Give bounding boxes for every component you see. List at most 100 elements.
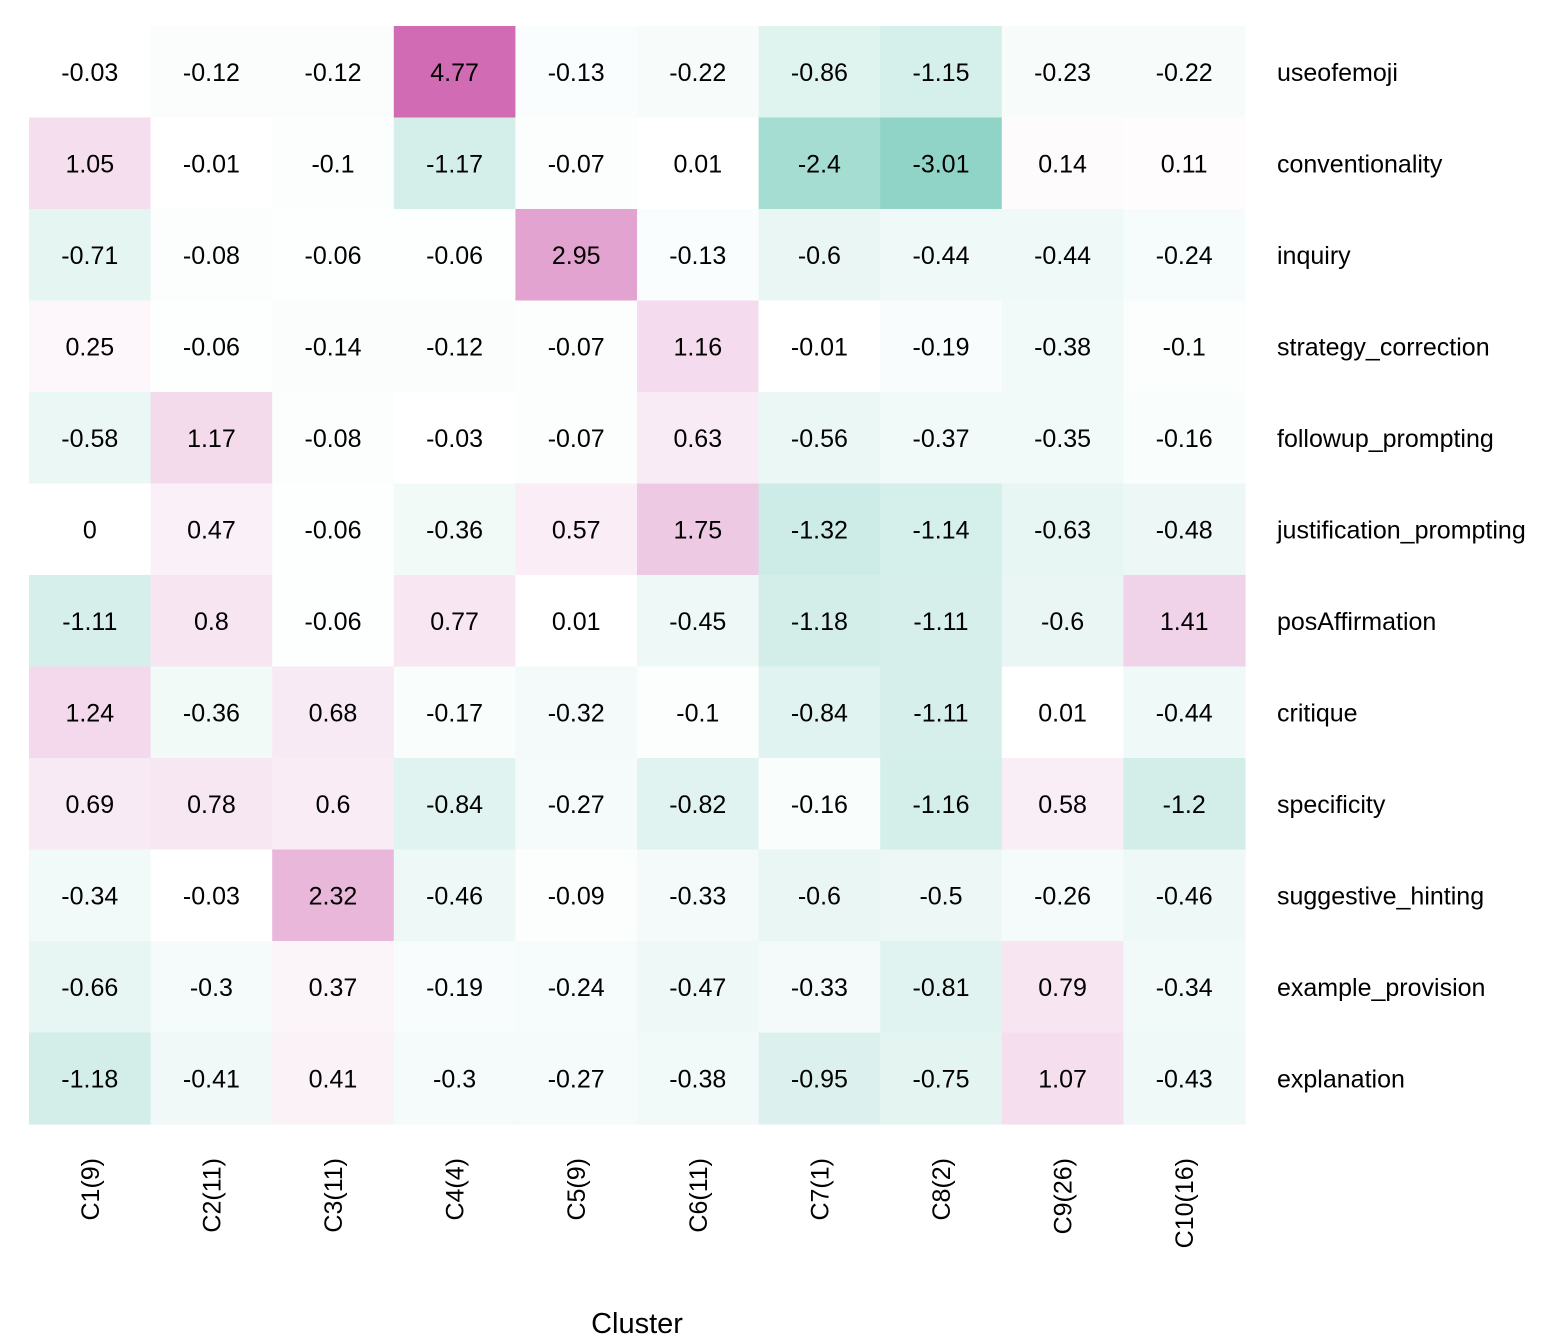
cell-value-label: -0.46 (1156, 882, 1213, 910)
cell-value-label: -1.11 (913, 608, 968, 636)
heatmap-cell (393, 758, 516, 851)
cell-value-label: -1.18 (791, 608, 848, 636)
cell-value-label: 0.77 (430, 608, 479, 636)
row-label: useofemoji (1277, 59, 1398, 87)
cell-value-label: -0.58 (61, 425, 118, 453)
cell-value-label: -0.06 (183, 333, 240, 361)
cell-value-label: -0.6 (798, 242, 841, 270)
cell-value-label: -0.36 (426, 516, 483, 544)
cell-value-label: 2.32 (309, 882, 358, 910)
heatmap-cell (758, 758, 881, 851)
heatmap-cell (1123, 26, 1246, 119)
heatmap-cell (515, 849, 638, 942)
cell-value-label: 1.17 (187, 425, 236, 453)
heatmap-cell (758, 1032, 881, 1125)
heatmap-cell (515, 483, 638, 576)
heatmap-cell (515, 1032, 638, 1125)
heatmap-cell (29, 300, 152, 393)
cell-value-label: -0.1 (1163, 333, 1206, 361)
cell-value-label: 2.95 (552, 242, 601, 270)
heatmap-cell (272, 575, 395, 668)
cell-value-label: -1.16 (913, 791, 970, 819)
cell-value-label: 0.68 (309, 699, 358, 727)
cell-value-label: -1.11 (913, 699, 968, 727)
heatmap-cell (880, 1032, 1003, 1125)
cell-value-label: -0.13 (548, 59, 605, 87)
cell-value-label: -0.27 (548, 1065, 605, 1093)
x-axis-label: Cluster (591, 1308, 683, 1340)
heatmap-cell (272, 117, 395, 210)
cell-value-label: -0.24 (548, 974, 605, 1002)
cell-value-label: -0.33 (791, 974, 848, 1002)
row-label: conventionality (1277, 150, 1443, 178)
cell-value-label: 4.77 (430, 59, 479, 87)
heatmap-cell (758, 300, 881, 393)
heatmap-cell (393, 941, 516, 1034)
heatmap-cell (1001, 666, 1124, 759)
cell-value-label: -0.16 (791, 791, 848, 819)
cell-value-label: 0.14 (1038, 150, 1087, 178)
heatmap-cell (515, 300, 638, 393)
heatmap-cell (272, 209, 395, 302)
heatmap-cell (29, 666, 152, 759)
heatmap-cell (393, 483, 516, 576)
cell-value-label: -0.44 (1156, 699, 1213, 727)
cell-value-label: -0.24 (1156, 242, 1213, 270)
heatmap-cell (1123, 209, 1246, 302)
heatmap-cell (1123, 666, 1246, 759)
heatmap-cell (758, 117, 881, 210)
column-label: C5(9) (563, 1158, 591, 1221)
cell-value-label: -0.06 (426, 242, 483, 270)
cell-value-label: -0.13 (669, 242, 726, 270)
cell-value-label: -0.56 (791, 425, 848, 453)
cell-value-label: -0.17 (426, 699, 483, 727)
cell-value-label: 0.58 (1038, 791, 1087, 819)
cell-value-label: -0.33 (669, 882, 726, 910)
heatmap-cell (1001, 1032, 1124, 1125)
heatmap-cell (637, 575, 760, 668)
row-labels: useofemoji conventionality inquiry strategy… (1276, 59, 1526, 1094)
heatmap-cell (637, 300, 760, 393)
cell-value-label: 0.8 (194, 608, 229, 636)
cell-value-label: -0.27 (548, 791, 605, 819)
heatmap-cell (29, 117, 152, 210)
cell-value-label: 0.6 (316, 791, 351, 819)
cell-value-label: -0.95 (791, 1065, 848, 1093)
heatmap-cell (637, 849, 760, 942)
heatmap-cell (272, 26, 395, 119)
heatmap-cell (637, 666, 760, 759)
column-label: C7(1) (806, 1158, 834, 1221)
heatmap-cell (150, 758, 273, 851)
heatmap-cell (1001, 392, 1124, 485)
cell-value-label: -0.3 (190, 974, 233, 1002)
cell-value-label: -0.84 (791, 699, 848, 727)
heatmap-cell (1123, 300, 1246, 393)
cell-value-label: 0 (83, 516, 97, 544)
cell-value-label: -0.5 (919, 882, 962, 910)
heatmap-cell (880, 758, 1003, 851)
heatmap-cell (758, 575, 881, 668)
cell-value-label: -0.63 (1034, 516, 1091, 544)
heatmap-cell (637, 941, 760, 1034)
heatmap-cell (515, 575, 638, 668)
cell-value-label: -0.26 (1034, 882, 1091, 910)
heatmap-cell (393, 575, 516, 668)
cell-value-label: 0.78 (187, 791, 236, 819)
cell-value-label: -0.35 (1034, 425, 1091, 453)
heatmap-cell (758, 26, 881, 119)
cell-value-label: -0.16 (1156, 425, 1213, 453)
heatmap-cell (150, 849, 273, 942)
heatmap-cell (1123, 849, 1246, 942)
heatmap-cell (515, 209, 638, 302)
heatmap-cell (150, 1032, 273, 1125)
heatmap-cell (880, 575, 1003, 668)
column-label: C9(26) (1050, 1158, 1078, 1234)
row-label: explanation (1277, 1065, 1405, 1093)
cell-value-label: 1.24 (65, 699, 114, 727)
cell-value-label: 1.16 (673, 333, 722, 361)
cell-value-label: -0.08 (305, 425, 362, 453)
row-label: posAffirmation (1277, 608, 1436, 636)
heatmap-cell (272, 300, 395, 393)
heatmap-cell (272, 666, 395, 759)
heatmap-cell (1001, 758, 1124, 851)
